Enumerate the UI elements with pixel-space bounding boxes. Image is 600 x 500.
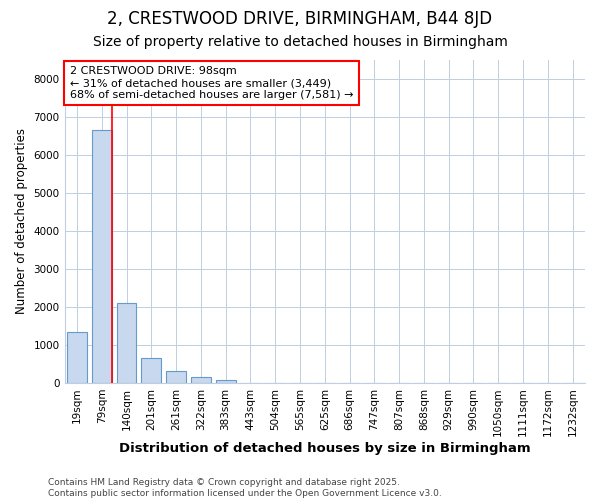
Bar (116, 303, 136, 383)
Bar (216, 380, 236, 383)
Bar (67, 332, 87, 383)
Text: Contains HM Land Registry data © Crown copyright and database right 2025.
Contai: Contains HM Land Registry data © Crown c… (48, 478, 442, 498)
Bar (166, 371, 186, 383)
Text: 2 CRESTWOOD DRIVE: 98sqm
← 31% of detached houses are smaller (3,449)
68% of sem: 2 CRESTWOOD DRIVE: 98sqm ← 31% of detach… (70, 66, 353, 100)
Bar (92, 130, 112, 383)
Bar (142, 358, 161, 383)
Text: 2, CRESTWOOD DRIVE, BIRMINGHAM, B44 8JD: 2, CRESTWOOD DRIVE, BIRMINGHAM, B44 8JD (107, 10, 493, 28)
Text: Size of property relative to detached houses in Birmingham: Size of property relative to detached ho… (92, 35, 508, 49)
Y-axis label: Number of detached properties: Number of detached properties (15, 128, 28, 314)
Bar (191, 377, 211, 383)
X-axis label: Distribution of detached houses by size in Birmingham: Distribution of detached houses by size … (119, 442, 530, 455)
